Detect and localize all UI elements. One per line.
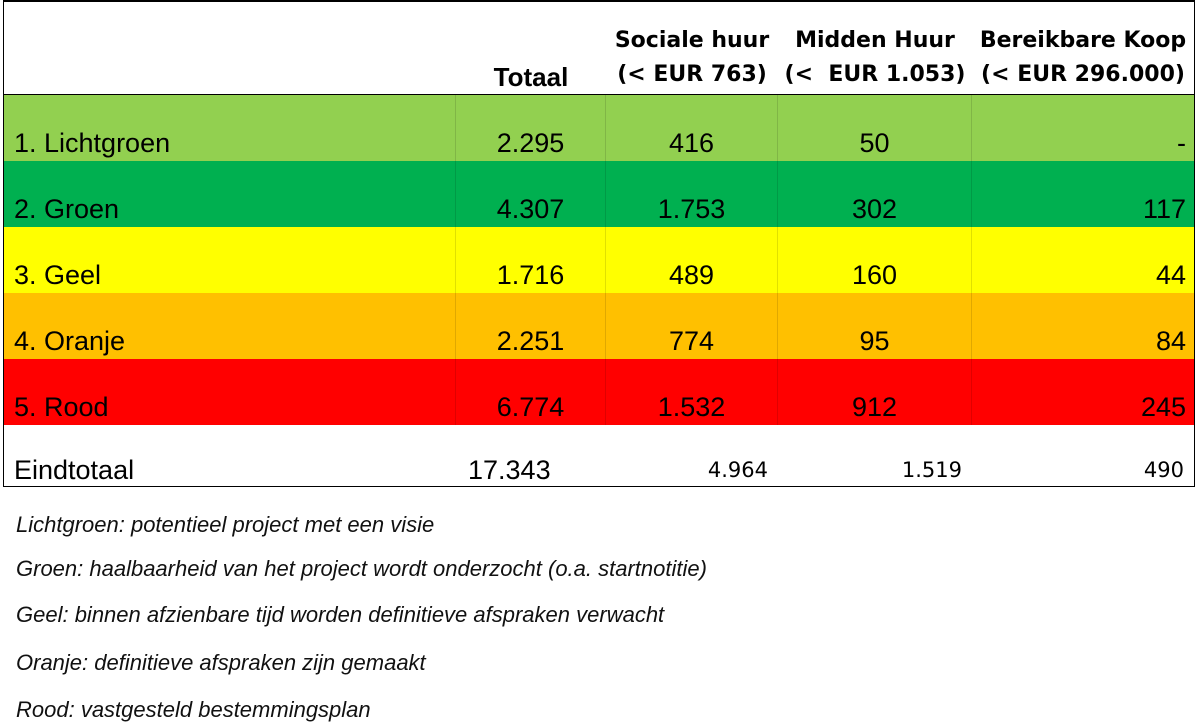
header-midden-huur: Midden Huur (< EUR 1.053) bbox=[778, 2, 972, 95]
total-totaal: 17.343 bbox=[468, 455, 551, 485]
row-totaal: 6.774 bbox=[496, 392, 565, 422]
legend-item-lichtgroen: Lichtgroen: potentieel project met een v… bbox=[16, 512, 435, 537]
row-sociale-huur: 416 bbox=[668, 128, 715, 158]
total-label: Eindtotaal bbox=[14, 455, 135, 485]
header-sociale-huur-title: Sociale huur bbox=[614, 28, 770, 53]
header-bereikbare-koop-title: Bereikbare Koop bbox=[979, 28, 1187, 53]
header-midden-huur-limit: (< EUR 1.053) bbox=[784, 62, 966, 87]
row-label: 2. Groen bbox=[14, 194, 120, 224]
header-totaal: Totaal bbox=[456, 2, 606, 95]
row-bereikbare-koop: 245 bbox=[1140, 392, 1186, 422]
table-row: 4. Oranje 2.251 774 95 84 bbox=[4, 293, 1194, 359]
header-sociale-huur: Sociale huur (< EUR 763) bbox=[606, 2, 778, 95]
total-sociale-huur: 4.964 bbox=[707, 458, 768, 482]
row-sociale-huur: 774 bbox=[668, 326, 715, 356]
row-bereikbare-koop: 117 bbox=[1142, 194, 1186, 224]
total-bereikbare-koop: 490 bbox=[1143, 458, 1184, 482]
row-sociale-huur: 489 bbox=[668, 260, 715, 290]
header-empty-cell bbox=[4, 2, 456, 95]
row-label: 5. Rood bbox=[14, 392, 109, 422]
row-label: 3. Geel bbox=[14, 260, 102, 290]
legend-item-rood: Rood: vastgesteld bestemmingsplan bbox=[16, 697, 371, 722]
row-totaal: 2.251 bbox=[496, 326, 565, 356]
total-midden-huur: 1.519 bbox=[901, 458, 962, 482]
row-sociale-huur: 1.753 bbox=[657, 194, 726, 224]
header-bereikbare-koop: Bereikbare Koop (< EUR 296.000) bbox=[972, 2, 1194, 95]
row-totaal: 1.716 bbox=[496, 260, 565, 290]
row-sociale-huur: 1.532 bbox=[657, 392, 726, 422]
row-midden-huur: 912 bbox=[851, 392, 898, 422]
row-totaal: 4.307 bbox=[496, 194, 565, 224]
header-midden-huur-title: Midden Huur bbox=[795, 28, 955, 53]
row-label: 4. Oranje bbox=[14, 326, 126, 356]
table-header-row: Totaal Sociale huur (< EUR 763) Midden H… bbox=[4, 2, 1194, 95]
legend-item-groen: Groen: haalbaarheid van het project word… bbox=[16, 556, 707, 581]
table-row: 3. Geel 1.716 489 160 44 bbox=[4, 227, 1194, 293]
row-midden-huur: 160 bbox=[851, 260, 898, 290]
row-midden-huur: 95 bbox=[859, 326, 890, 356]
row-bereikbare-koop: 84 bbox=[1155, 326, 1186, 356]
table-row: 5. Rood 6.774 1.532 912 245 bbox=[4, 359, 1194, 425]
row-totaal: 2.295 bbox=[496, 128, 565, 158]
row-bereikbare-koop: - bbox=[1177, 128, 1186, 158]
legend-item-oranje: Oranje: definitieve afspraken zijn gemaa… bbox=[16, 650, 426, 675]
header-bereikbare-koop-limit: (< EUR 296.000) bbox=[981, 62, 1185, 87]
total-row: Eindtotaal 17.343 4.964 1.519 490 bbox=[4, 425, 1194, 487]
row-midden-huur: 50 bbox=[859, 128, 890, 158]
row-midden-huur: 302 bbox=[851, 194, 898, 224]
row-bereikbare-koop: 44 bbox=[1155, 260, 1186, 290]
row-label: 1. Lichtgroen bbox=[14, 128, 171, 158]
table-row: 2. Groen 4.307 1.753 302 117 bbox=[4, 161, 1194, 227]
housing-table: Totaal Sociale huur (< EUR 763) Midden H… bbox=[3, 0, 1195, 487]
legend-item-geel: Geel: binnen afzienbare tijd worden defi… bbox=[16, 602, 665, 627]
header-totaal-label: Totaal bbox=[493, 62, 569, 92]
header-sociale-huur-limit: (< EUR 763) bbox=[617, 62, 767, 87]
table-row: 1. Lichtgroen 2.295 416 50 - bbox=[4, 95, 1194, 161]
